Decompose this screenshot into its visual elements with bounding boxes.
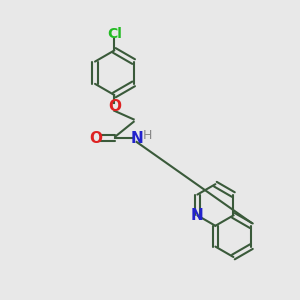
Text: H: H (143, 129, 152, 142)
Text: O: O (89, 130, 102, 146)
Text: N: N (191, 208, 204, 223)
Text: Cl: Cl (107, 27, 122, 41)
Text: N: N (130, 130, 143, 146)
Text: O: O (108, 99, 121, 114)
